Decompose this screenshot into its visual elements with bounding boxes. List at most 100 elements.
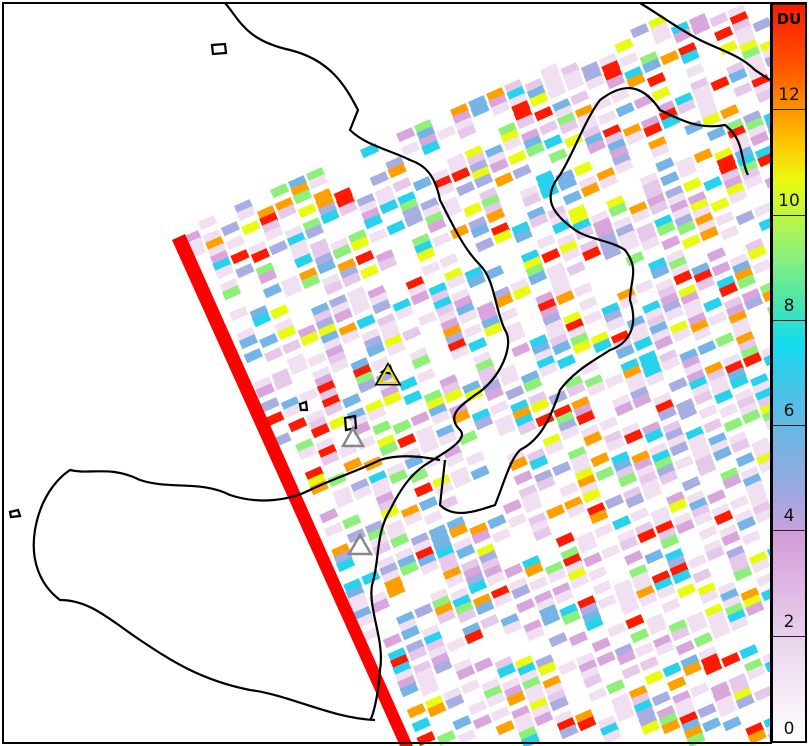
satellite-pixel (613, 337, 633, 353)
satellite-pixel (512, 406, 532, 422)
satellite-pixel (399, 561, 419, 577)
satellite-pixel (304, 224, 324, 240)
satellite-pixel (654, 456, 674, 472)
satellite-pixel (564, 375, 584, 391)
satellite-pixel (450, 345, 470, 361)
satellite-pixel (680, 654, 700, 670)
satellite-pixel (423, 389, 443, 405)
satellite-pixel (556, 233, 576, 249)
satellite-pixel (289, 360, 309, 376)
satellite-pixel (510, 399, 530, 415)
satellite-pixel (682, 661, 702, 677)
satellite-pixel (411, 354, 431, 370)
satellite-pixel (547, 689, 567, 705)
colorbar-tick-label: 6 (783, 401, 795, 422)
satellite-pixel (508, 456, 528, 472)
satellite-pixel (657, 527, 677, 543)
satellite-pixel (499, 307, 519, 323)
satellite-pixel (512, 285, 532, 301)
satellite-pixel (571, 396, 591, 412)
satellite-pixel (450, 103, 470, 119)
satellite-pixel (439, 374, 459, 390)
satellite-pixel (396, 611, 416, 627)
satellite-pixel (460, 558, 480, 574)
satellite-pixel (633, 578, 653, 594)
satellite-pixel (691, 504, 711, 520)
satellite-pixel (429, 588, 449, 604)
satellite-pixel (198, 215, 218, 231)
satellite-pixel (661, 719, 681, 735)
satellite-pixel (295, 438, 315, 454)
satellite-pixel (481, 678, 501, 694)
coastlines (8, 2, 771, 722)
satellite-pixel (732, 260, 752, 276)
satellite-pixel (742, 473, 762, 489)
satellite-pixel (376, 313, 396, 329)
satellite-pixel (422, 204, 442, 220)
satellite-pixel (574, 709, 594, 725)
satellite-pixel (727, 609, 747, 625)
satellite-pixel (445, 573, 465, 589)
satellite-pixel (672, 206, 692, 222)
satellite-pixel (601, 60, 621, 76)
satellite-pixel (684, 362, 704, 378)
satellite-pixel (721, 168, 741, 184)
satellite-pixel (490, 222, 510, 238)
satellite-pixel (386, 220, 406, 236)
satellite-pixel (458, 430, 478, 446)
satellite-pixel (476, 543, 496, 559)
satellite-pixel (342, 272, 362, 288)
colorbar-tick-label: 8 (783, 295, 795, 316)
satellite-pixel (631, 208, 651, 224)
colorbar-tick (773, 319, 805, 321)
satellite-pixel (666, 491, 686, 507)
satellite-pixel (681, 476, 701, 492)
satellite-pixel (465, 572, 485, 588)
satellite-pixel (522, 555, 542, 571)
satellite-pixel (598, 53, 618, 69)
satellite-pixel (572, 460, 592, 476)
satellite-pixel (741, 167, 761, 183)
satellite-pixel (332, 244, 352, 260)
satellite-pixel (493, 229, 513, 245)
satellite-pixel (442, 445, 462, 461)
satellite-pixel (718, 403, 738, 419)
satellite-pixel (675, 519, 695, 535)
satellite-pixel (607, 138, 627, 154)
satellite-pixel (745, 480, 765, 496)
satellite-pixel (502, 620, 522, 636)
satellite-pixel (380, 505, 400, 521)
satellite-pixel (650, 143, 670, 159)
satellite-pixel (259, 333, 279, 349)
satellite-pixel (488, 94, 508, 110)
volcano-marker-vulcano (340, 425, 366, 448)
satellite-pixel (738, 338, 758, 354)
satellite-pixel (668, 377, 688, 393)
satellite-pixel (562, 69, 582, 85)
satellite-pixel (656, 705, 676, 721)
satellite-pixel (248, 241, 268, 257)
satellite-pixel (597, 715, 617, 731)
satellite-pixel (606, 195, 626, 211)
satellite-pixel (468, 579, 488, 595)
satellite-pixel (417, 311, 437, 327)
satellite-pixel (250, 248, 270, 264)
satellite-pixel (400, 625, 420, 641)
satellite-pixel (300, 331, 320, 347)
satellite-pixel (452, 110, 472, 126)
satellite-pixel (537, 177, 557, 193)
satellite-pixel (558, 418, 578, 434)
satellite-pixel (703, 660, 723, 676)
satellite-pixel (733, 324, 753, 340)
satellite-pixel (744, 295, 764, 311)
satellite-pixel (379, 320, 399, 336)
satellite-pixel (541, 611, 561, 627)
satellite-pixel (639, 656, 659, 672)
satellite-pixel (577, 716, 597, 732)
satellite-pixel (669, 441, 689, 457)
satellite-pixel (355, 613, 375, 629)
satellite-pixel (397, 433, 417, 449)
satellite-pixel (541, 248, 561, 264)
satellite-pixel (561, 610, 581, 626)
satellite-pixel (352, 606, 372, 622)
